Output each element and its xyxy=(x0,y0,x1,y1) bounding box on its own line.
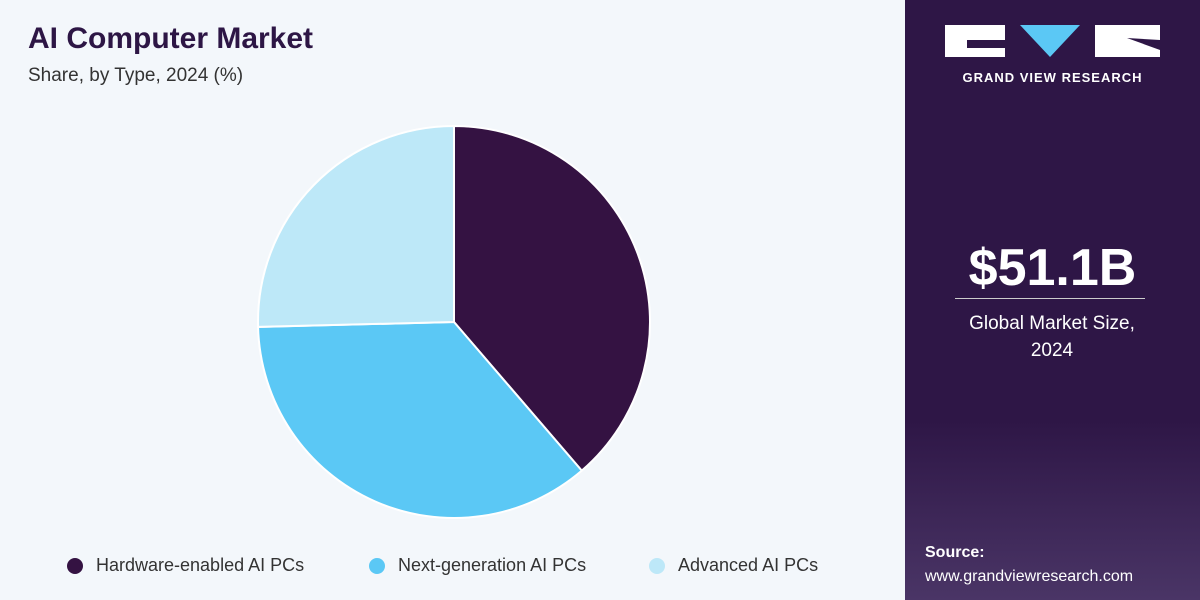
legend-label: Next-generation AI PCs xyxy=(398,555,586,575)
legend-label: Hardware-enabled AI PCs xyxy=(96,555,304,575)
source-label: Source: xyxy=(925,544,985,561)
legend-marker xyxy=(67,558,83,574)
pie-slice xyxy=(453,124,651,473)
pie-slice xyxy=(257,124,455,328)
market-size-label: Global Market Size, 2024 xyxy=(969,313,1135,361)
side-panel: GRAND VIEW RESEARCH $51.1B Global Market… xyxy=(905,0,1200,600)
logo-cut xyxy=(1127,38,1160,50)
chart: AI Computer Market Share, by Type, 2024 … xyxy=(28,22,818,575)
logo-cut xyxy=(967,40,1005,48)
legend-marker xyxy=(649,558,665,574)
source-url: www.grandviewresearch.com xyxy=(925,568,1134,585)
divider xyxy=(955,298,1145,299)
legend-label: Advanced AI PCs xyxy=(678,555,818,575)
chart-subtitle: Share, by Type, 2024 (%) xyxy=(28,65,243,86)
brand: GRAND VIEW RESEARCH xyxy=(962,70,1143,85)
logo-triangle xyxy=(1020,25,1080,57)
logo xyxy=(945,25,1160,57)
pie-slice xyxy=(257,320,584,519)
legend-marker xyxy=(369,558,385,574)
chart-title: AI Computer Market xyxy=(28,22,313,55)
market-size: $51.1B xyxy=(968,239,1137,297)
